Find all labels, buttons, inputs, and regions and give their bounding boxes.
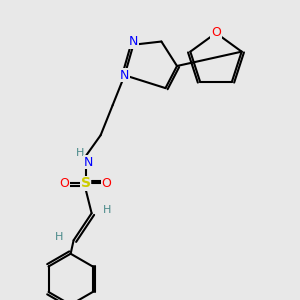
Text: N: N xyxy=(84,156,93,169)
Text: H: H xyxy=(75,148,84,158)
Text: S: S xyxy=(81,176,91,190)
Text: H: H xyxy=(54,232,63,242)
Text: O: O xyxy=(102,177,112,190)
Text: H: H xyxy=(102,205,111,215)
Text: N: N xyxy=(129,35,138,48)
Text: O: O xyxy=(211,26,221,40)
Text: O: O xyxy=(60,177,70,190)
Text: N: N xyxy=(120,69,129,82)
